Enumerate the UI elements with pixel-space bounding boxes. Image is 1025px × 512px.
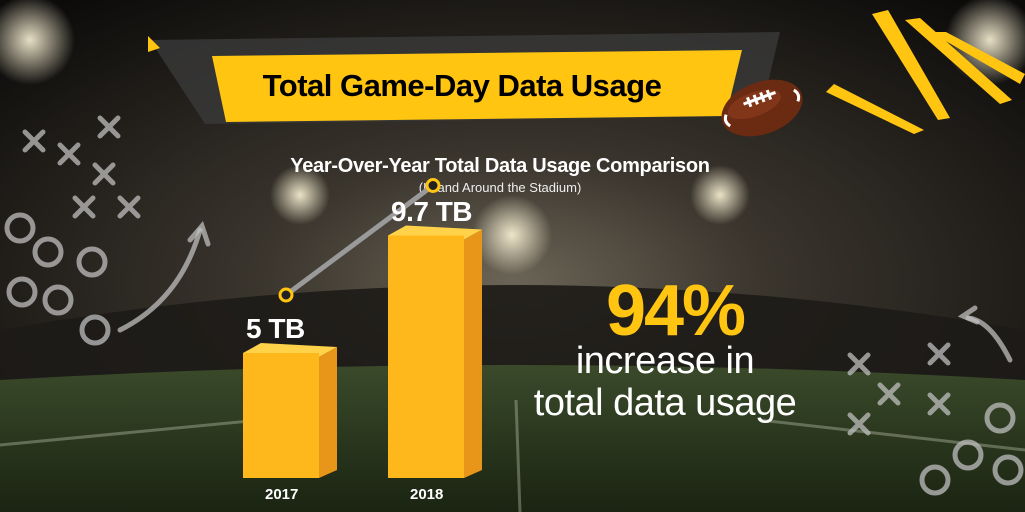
chart-subtitle-note: (In and Around the Stadium) — [418, 180, 582, 195]
increase-percent: 94% — [605, 271, 746, 351]
category-label-2018: 2018 — [410, 486, 444, 503]
increase-caption: increase in total data usage — [505, 340, 825, 424]
page-title: Total Game-Day Data Usage — [262, 68, 662, 103]
category-label-2017: 2017 — [265, 486, 299, 503]
bar-data-label-2017: 5 TB — [246, 313, 305, 344]
increase-caption-line-2: total data usage — [533, 382, 797, 424]
title-banner: Total Game-Day Data Usage — [212, 52, 732, 120]
increase-caption-line-1: increase in — [575, 340, 755, 382]
chart-subtitle: Year-Over-Year Total Data Usage Comparis… — [290, 155, 710, 177]
bar-data-label-2018: 9.7 TB — [391, 195, 473, 227]
